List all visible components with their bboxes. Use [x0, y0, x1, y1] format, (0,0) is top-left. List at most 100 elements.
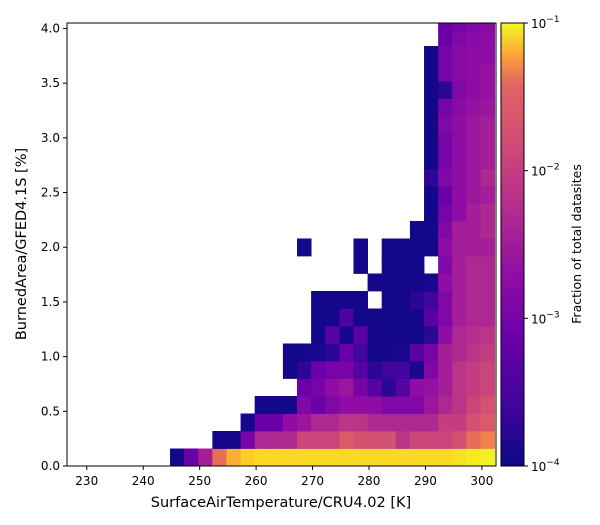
heatmap-cell [480, 290, 495, 309]
colorbar: 10−4 10−3 10−2 10−1 Fraction of total datas… [500, 15, 584, 474]
heatmap-cell [480, 431, 495, 449]
plot-frame [66, 22, 497, 467]
heatmap-cell [480, 238, 495, 257]
heatmap-cell [395, 448, 411, 467]
colorbar-label: Fraction of total datasites [569, 164, 584, 324]
y-tick-label: 1.0 [41, 350, 60, 364]
heatmap-cell [466, 80, 481, 99]
heatmap-cell [409, 378, 425, 397]
heatmap-cell [438, 203, 453, 222]
heatmap-cell [353, 448, 368, 467]
heatmap-cell [226, 448, 241, 467]
heatmap-cell [466, 308, 481, 327]
heatmap-cell [381, 273, 397, 292]
heatmap-cell [198, 448, 213, 467]
heatmap-cell [466, 290, 481, 309]
heatmap-cell [311, 413, 326, 432]
heatmap-cell [325, 343, 340, 362]
heatmap-cell [424, 220, 439, 239]
heatmap-cell [452, 448, 467, 467]
y-tick-label: 0.0 [41, 459, 60, 473]
heatmap-cell [452, 343, 467, 362]
heatmap-cell [452, 45, 467, 64]
y-tick-label: 3.0 [41, 131, 60, 145]
heatmap-plot-area [66, 22, 497, 467]
heatmap-cell [424, 290, 439, 309]
heatmap-cell [424, 343, 439, 362]
heatmap-cell [424, 360, 439, 379]
x-tick-label: 280 [358, 474, 381, 488]
heatmap-cell [311, 290, 326, 309]
heatmap-cell [466, 238, 481, 257]
heatmap-cell [339, 396, 354, 414]
heatmap-cell [409, 220, 425, 239]
heatmap-cell [339, 290, 354, 309]
heatmap-cell [438, 343, 453, 362]
heatmap-cell [424, 185, 439, 204]
heatmap-cell [254, 448, 270, 467]
heatmap-cell [311, 325, 326, 344]
heatmap-cell [339, 308, 354, 327]
heatmap-cell [452, 133, 467, 152]
heatmap-cell [480, 255, 495, 274]
y-axis-label: BurnedArea/GFED4.1S [%] [14, 148, 30, 340]
heatmap-cell [480, 360, 495, 379]
heatmap-cell [381, 396, 397, 414]
heatmap-cell [466, 63, 481, 82]
heatmap-cell [480, 273, 495, 292]
colorbar-frame [500, 22, 525, 467]
heatmap-cell [480, 63, 495, 82]
heatmap-cell [254, 396, 270, 414]
heatmap-cell [480, 185, 495, 204]
heatmap-cell [282, 413, 298, 432]
heatmap-cell [480, 133, 495, 152]
heatmap-cell [339, 413, 354, 432]
heatmap-cell [311, 448, 326, 467]
heatmap-cell [325, 325, 340, 344]
heatmap-cell [339, 448, 354, 467]
heatmap-cell [353, 413, 368, 432]
heatmap-cell [381, 325, 397, 344]
heatmap-cell [438, 448, 453, 467]
heatmap-cell [466, 98, 481, 117]
heatmap-cell [466, 343, 481, 362]
colorbar-gradient [501, 23, 524, 466]
heatmap-cell [438, 45, 453, 64]
heatmap-cell [424, 308, 439, 327]
heatmap-cell [395, 431, 411, 449]
heatmap-cell [409, 396, 425, 414]
heatmap-cell [424, 238, 439, 257]
heatmap-cell [353, 378, 368, 397]
heatmap-cell [466, 220, 481, 239]
y-tick-label: 4.0 [41, 21, 60, 35]
heatmap-cell [170, 448, 185, 467]
heatmap-cell [311, 378, 326, 397]
heatmap-cell [424, 45, 439, 64]
heatmap-cell [452, 63, 467, 82]
heatmap-cell [452, 203, 467, 222]
heatmap-cell [409, 308, 425, 327]
heatmap-cell [367, 325, 383, 344]
heatmap-cell [424, 150, 439, 169]
heatmap-cell [381, 255, 397, 274]
heatmap-cell [438, 185, 453, 204]
heatmap-cell [409, 290, 425, 309]
heatmap-cell [480, 98, 495, 117]
heatmap-cell [466, 168, 481, 187]
heatmap-cell [353, 290, 368, 309]
heatmap-cell [367, 343, 383, 362]
heatmap-cell [282, 360, 298, 379]
heatmap-cell [381, 238, 397, 257]
heatmap-cell [466, 255, 481, 274]
heatmap-cell [297, 378, 312, 397]
heatmap-cell [311, 308, 326, 327]
heatmap-cell [466, 325, 481, 344]
heatmap-cell [480, 220, 495, 239]
heatmap-cell [409, 360, 425, 379]
heatmap-cell [395, 273, 411, 292]
heatmap-cell [184, 448, 199, 467]
heatmap-cell [268, 396, 284, 414]
heatmap-cell [452, 238, 467, 257]
heatmap-cell [438, 360, 453, 379]
heatmap-cell [466, 431, 481, 449]
